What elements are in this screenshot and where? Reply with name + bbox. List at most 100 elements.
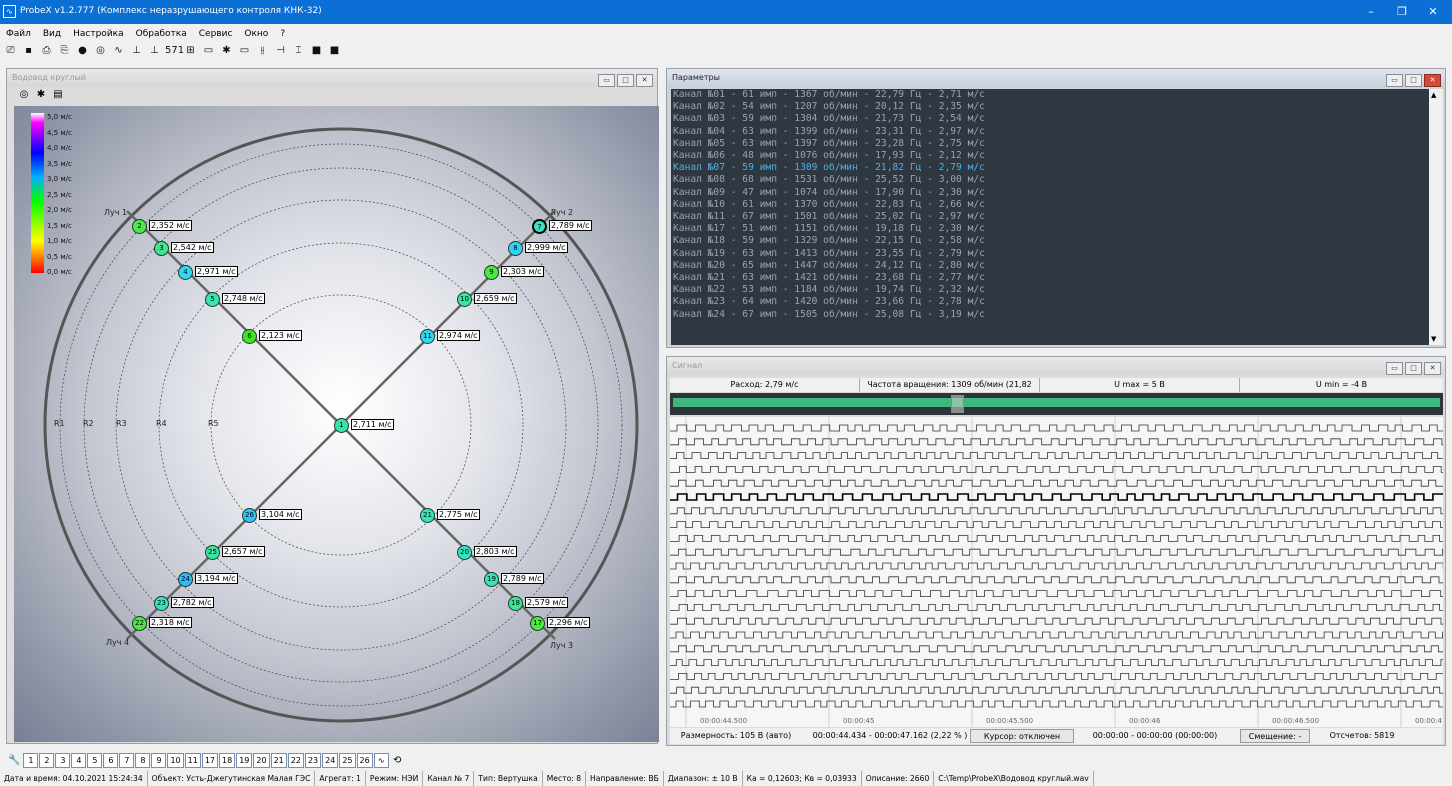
- maximize-icon[interactable]: □: [617, 74, 634, 87]
- print-icon[interactable]: ⎙: [42, 45, 51, 56]
- channel-param-line[interactable]: Канал №04 - 63 имп - 1399 об/мин - 23,31…: [673, 125, 985, 137]
- velocity-node[interactable]: 2: [132, 219, 147, 234]
- velocity-node[interactable]: 18: [508, 596, 523, 611]
- velocity-node[interactable]: 25: [205, 545, 220, 560]
- save-icon[interactable]: ▪: [25, 45, 32, 56]
- channel-param-line[interactable]: Канал №24 - 67 имп - 1505 об/мин - 25,08…: [673, 308, 985, 320]
- channel-param-line[interactable]: Канал №23 - 64 имп - 1420 об/мин - 23,66…: [673, 296, 985, 308]
- close-button[interactable]: ✕: [1428, 5, 1438, 18]
- channel-tab[interactable]: 26: [356, 753, 373, 768]
- velocity-node[interactable]: 7: [532, 219, 547, 234]
- cursor-button[interactable]: Курсор: отключен: [970, 729, 1074, 743]
- battery-icon[interactable]: ▭: [203, 45, 214, 56]
- channel-param-line[interactable]: Канал №21 - 63 имп - 1421 об/мин - 23,68…: [673, 272, 985, 284]
- marker-icon[interactable]: ⊣: [276, 45, 285, 56]
- channel-tab[interactable]: 8: [135, 753, 151, 768]
- record-icon[interactable]: ●: [78, 45, 87, 56]
- wave-icon[interactable]: ∿: [114, 45, 123, 56]
- channel-tab[interactable]: 9: [151, 753, 167, 768]
- offset-button[interactable]: Смещение: -: [1240, 729, 1310, 743]
- velocity-node[interactable]: 17: [530, 616, 545, 631]
- channel-tab[interactable]: 3: [55, 753, 71, 768]
- menu-view[interactable]: Вид: [42, 29, 62, 39]
- channel-tab[interactable]: 19: [236, 753, 253, 768]
- channel-tab[interactable]: 4: [71, 753, 87, 768]
- velocity-node[interactable]: 24: [178, 572, 193, 587]
- velocity-node[interactable]: 3: [154, 241, 169, 256]
- velocity-node[interactable]: 26: [242, 508, 257, 523]
- channel-param-line[interactable]: Канал №10 - 61 имп - 1370 об/мин - 22,83…: [673, 198, 985, 210]
- close-icon[interactable]: ✕: [1424, 74, 1441, 87]
- window2-icon[interactable]: ■: [329, 45, 340, 56]
- overview-thumb[interactable]: [951, 395, 964, 413]
- channel-tab[interactable]: 24: [322, 753, 339, 768]
- copy-icon[interactable]: ⎘: [60, 45, 69, 56]
- spectrum2-icon[interactable]: ⊥: [150, 45, 159, 56]
- channel-param-line[interactable]: Канал №05 - 63 имп - 1397 об/мин - 23,28…: [673, 137, 985, 149]
- signal-overview[interactable]: [670, 393, 1443, 415]
- channel-param-line[interactable]: Канал №07 - 59 имп - 1309 об/мин - 21,82…: [673, 162, 985, 174]
- spectrum-icon[interactable]: ⊥: [132, 45, 141, 56]
- velocity-node[interactable]: 5: [205, 292, 220, 307]
- counter-icon[interactable]: 571: [165, 45, 185, 56]
- channel-tab[interactable]: 5: [87, 753, 103, 768]
- velocity-node[interactable]: 8: [508, 241, 523, 256]
- close-icon[interactable]: ✕: [636, 74, 653, 87]
- channel-param-line[interactable]: Канал №22 - 53 имп - 1184 об/мин - 19,74…: [673, 284, 985, 296]
- channel-tab[interactable]: 22: [287, 753, 304, 768]
- waveform-toggle-icon[interactable]: ∿: [373, 753, 389, 768]
- channel-param-line[interactable]: Канал №08 - 68 имп - 1531 об/мин - 25,52…: [673, 174, 985, 186]
- maximize-icon[interactable]: □: [1405, 74, 1422, 87]
- restore-button[interactable]: ❐: [1397, 5, 1407, 18]
- channel-tab[interactable]: 1: [23, 753, 39, 768]
- channel-tab[interactable]: 11: [184, 753, 201, 768]
- gear-icon[interactable]: ✱: [36, 89, 46, 100]
- velocity-node[interactable]: 4: [178, 265, 193, 280]
- channel-param-line[interactable]: Канал №19 - 63 имп - 1413 об/мин - 23,55…: [673, 247, 985, 259]
- minimize-icon[interactable]: ▭: [1386, 362, 1403, 375]
- circle-icon[interactable]: ◎: [19, 89, 29, 100]
- params-scrollbar[interactable]: ▲ ▼: [1429, 89, 1443, 345]
- channel-param-line[interactable]: Канал №06 - 48 имп - 1076 об/мин - 17,93…: [673, 150, 985, 162]
- velocity-node[interactable]: 11: [420, 329, 435, 344]
- menu-file[interactable]: Файл: [6, 29, 31, 39]
- table-icon[interactable]: ⊞: [186, 45, 195, 56]
- menu-help[interactable]: ?: [280, 29, 286, 39]
- channel-tab[interactable]: 6: [103, 753, 119, 768]
- channel-param-line[interactable]: Канал №17 - 51 имп - 1151 об/мин - 19,18…: [673, 223, 985, 235]
- menu-service[interactable]: Сервис: [198, 29, 233, 39]
- velocity-node[interactable]: 9: [484, 265, 499, 280]
- channel-tab[interactable]: 25: [339, 753, 356, 768]
- velocity-node[interactable]: 23: [154, 596, 169, 611]
- gear-icon[interactable]: ✱: [222, 45, 231, 56]
- menu-processing[interactable]: Обработка: [135, 29, 187, 39]
- channel-tab[interactable]: 21: [270, 753, 287, 768]
- channel-tab[interactable]: 10: [167, 753, 184, 768]
- velocity-node[interactable]: 19: [484, 572, 499, 587]
- velocity-node[interactable]: 10: [457, 292, 472, 307]
- channel-param-line[interactable]: Канал №01 - 61 имп - 1367 об/мин - 22,79…: [673, 89, 985, 100]
- refresh-icon[interactable]: ⟲: [393, 755, 402, 766]
- menu-settings[interactable]: Настройка: [73, 29, 124, 39]
- velocity-node[interactable]: 21: [420, 508, 435, 523]
- channel-tab[interactable]: 20: [253, 753, 270, 768]
- minimize-icon[interactable]: ▭: [598, 74, 615, 87]
- channel-tab[interactable]: 2: [39, 753, 55, 768]
- table-icon[interactable]: ▤: [53, 89, 63, 100]
- minimize-icon[interactable]: ▭: [1386, 74, 1403, 87]
- channel-param-line[interactable]: Канал №03 - 59 имп - 1304 об/мин - 21,73…: [673, 113, 985, 125]
- minimize-button[interactable]: –: [1368, 5, 1374, 18]
- velocity-node[interactable]: 22: [132, 616, 147, 631]
- filter-icon[interactable]: ⫲: [260, 45, 265, 56]
- channel-param-line[interactable]: Канал №09 - 47 имп - 1074 об/мин - 17,90…: [673, 186, 985, 198]
- open-icon[interactable]: ⎚: [6, 45, 15, 56]
- channel-tab[interactable]: 18: [219, 753, 236, 768]
- maximize-icon[interactable]: □: [1405, 362, 1422, 375]
- comment-icon[interactable]: ▭: [239, 45, 250, 56]
- velocity-node[interactable]: 6: [242, 329, 257, 344]
- channel-tab[interactable]: 17: [201, 753, 219, 768]
- cursor-icon[interactable]: ⌶: [295, 45, 302, 56]
- close-icon[interactable]: ✕: [1424, 362, 1441, 375]
- velocity-node[interactable]: 1: [334, 418, 349, 433]
- scroll-down-icon[interactable]: ▼: [1431, 335, 1437, 343]
